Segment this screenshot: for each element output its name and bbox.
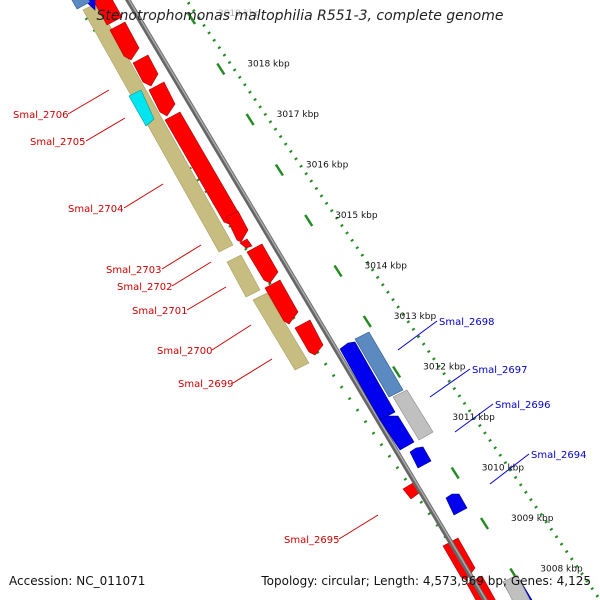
scale-tick-mark: [304, 214, 314, 227]
scale-tick-label: 3018 kbp: [247, 60, 290, 70]
cds-feature: [109, 21, 140, 61]
cds-feature: [264, 279, 299, 325]
scale-tick-label: 3015 kbp: [335, 211, 378, 221]
genome-title: Stenotrophomonas maltophilia R551-3, com…: [96, 8, 504, 24]
scale-tick-mark: [274, 163, 284, 177]
gene-label: Smal_2706: [13, 110, 68, 121]
gene-label: Smal_2703: [106, 265, 161, 276]
scale-tick-label: 3012 kbp: [423, 363, 466, 373]
scale-tick-label: 3013 kbp: [394, 312, 437, 322]
scale-tick-mark: [392, 365, 402, 379]
cds-feature: [409, 446, 432, 469]
scale-tick-mark: [479, 517, 490, 530]
gene-feature: [71, 0, 91, 10]
gene-label: Smal_2704: [68, 204, 123, 215]
gene-feature: [392, 389, 434, 441]
rna-feature: [128, 89, 155, 127]
label-leaders: [67, 89, 530, 540]
scale-tick-mark: [450, 466, 460, 480]
accession-text: Accession: NC_011071: [9, 574, 146, 588]
gene-label: Smal_2705: [30, 137, 85, 148]
cds-feature: [339, 341, 396, 421]
scale-tick-lines: [184, 0, 600, 598]
gene-label: Smal_2701: [132, 306, 187, 317]
cds-feature: [132, 54, 159, 87]
cds-feature: [92, 0, 123, 26]
gene-label: Smal_2696: [495, 400, 550, 411]
gene-label: Smal_2699: [178, 379, 233, 390]
reverse-gene-band: [71, 0, 531, 600]
cds-feature: [239, 238, 253, 249]
gene-label: Smal_2694: [531, 450, 586, 461]
scale-tick-label: 3009 kbp: [511, 514, 554, 524]
gene-feature: [354, 331, 404, 398]
scale-tick-mark: [186, 12, 197, 25]
reverse-gene-labels: Smal_2698 Smal_2697 Smal_2696 Smal_2694: [439, 317, 586, 461]
cds-feature: [379, 415, 415, 451]
scale-tick-label: 3017 kbp: [277, 110, 320, 120]
scale-tick-label: 3008 kbp: [540, 565, 583, 575]
forward-gene-labels: Smal_2706 Smal_2705 Smal_2704 Smal_2703 …: [13, 110, 339, 546]
gene-label: Smal_2698: [439, 317, 494, 328]
gene-feature: [252, 292, 310, 371]
scale-tick-mark: [362, 315, 372, 328]
cds-feature: [294, 319, 324, 356]
scale-tick-mark: [216, 62, 226, 76]
gene-feature: [226, 254, 261, 298]
gene-label: Smal_2700: [157, 346, 212, 357]
gene-feature: [502, 574, 531, 600]
scale-tick-mark: [333, 264, 343, 278]
backbone: [125, 0, 488, 600]
cds-feature: [148, 81, 176, 117]
cds-feature: [445, 493, 468, 516]
scale-tick-label: 3019 kbp: [218, 9, 261, 19]
forward-gene-band: [82, 2, 310, 371]
scale-tick-mark: [245, 113, 255, 126]
gene-label: Smal_2695: [284, 535, 339, 546]
cds-feature: [246, 243, 279, 284]
gene-label: Smal_2697: [472, 365, 527, 376]
cds-feature: [225, 210, 249, 243]
forward-cds-track: [92, 0, 496, 600]
gene-label: Smal_2702: [117, 282, 172, 293]
scale-tick-label: 3010 kbp: [482, 464, 525, 474]
scale-tick-label: 3016 kbp: [306, 161, 349, 171]
genome-summary-text: Topology: circular; Length: 4,573,969 bp…: [261, 574, 591, 588]
scale-tick-label: 3014 kbp: [365, 262, 408, 272]
